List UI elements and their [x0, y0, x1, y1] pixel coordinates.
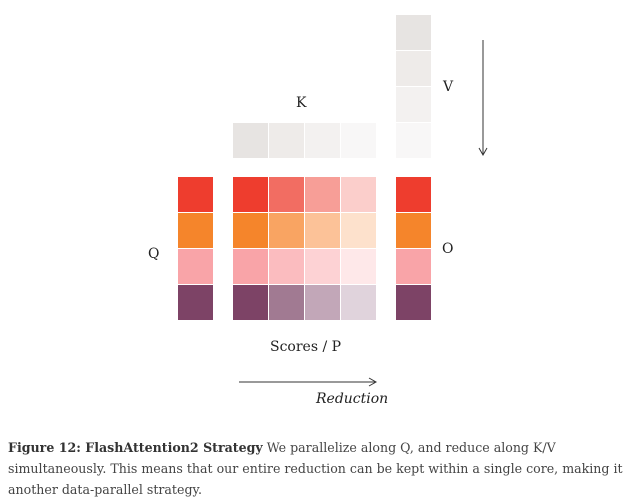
q-block-2	[178, 213, 213, 248]
o-block-4	[396, 285, 431, 320]
figure-label: Figure 12: FlashAttention2 Strategy	[8, 440, 263, 455]
v-label: V	[443, 79, 454, 95]
score-cell-r4-c1	[233, 285, 268, 320]
score-cell-r3-c1	[233, 249, 268, 284]
score-cell-r4-c3	[305, 285, 340, 320]
score-cell-r2-c2	[269, 213, 304, 248]
reduction-right-arrow	[239, 377, 378, 387]
o-block-1	[396, 177, 431, 212]
score-cell-r3-c4	[341, 249, 376, 284]
reduction-label: Reduction	[316, 391, 389, 407]
k-block-4	[341, 123, 376, 158]
score-cell-r2-c4	[341, 213, 376, 248]
v-block-1	[396, 15, 431, 50]
v-block-2	[396, 51, 431, 86]
score-cell-r4-c2	[269, 285, 304, 320]
k-block-1	[233, 123, 268, 158]
o-block-2	[396, 213, 431, 248]
v-block-3	[396, 87, 431, 122]
o-label: O	[442, 241, 454, 257]
score-cell-r2-c3	[305, 213, 340, 248]
scores-label: Scores / P	[270, 339, 342, 355]
score-cell-r3-c2	[269, 249, 304, 284]
score-cell-r4-c4	[341, 285, 376, 320]
score-cell-r1-c4	[341, 177, 376, 212]
figure-caption: Figure 12: FlashAttention2 Strategy We p…	[8, 437, 633, 500]
v-block-4	[396, 123, 431, 158]
k-label: K	[296, 95, 307, 111]
caption-text: We parallelize along Q, and reduce along…	[8, 440, 623, 497]
score-cell-r1-c2	[269, 177, 304, 212]
q-block-3	[178, 249, 213, 284]
k-block-2	[269, 123, 304, 158]
q-block-1	[178, 177, 213, 212]
score-cell-r1-c3	[305, 177, 340, 212]
o-block-3	[396, 249, 431, 284]
k-block-3	[305, 123, 340, 158]
q-block-4	[178, 285, 213, 320]
v-down-arrow	[478, 40, 488, 157]
score-cell-r3-c3	[305, 249, 340, 284]
q-label: Q	[148, 246, 160, 262]
score-cell-r2-c1	[233, 213, 268, 248]
score-cell-r1-c1	[233, 177, 268, 212]
